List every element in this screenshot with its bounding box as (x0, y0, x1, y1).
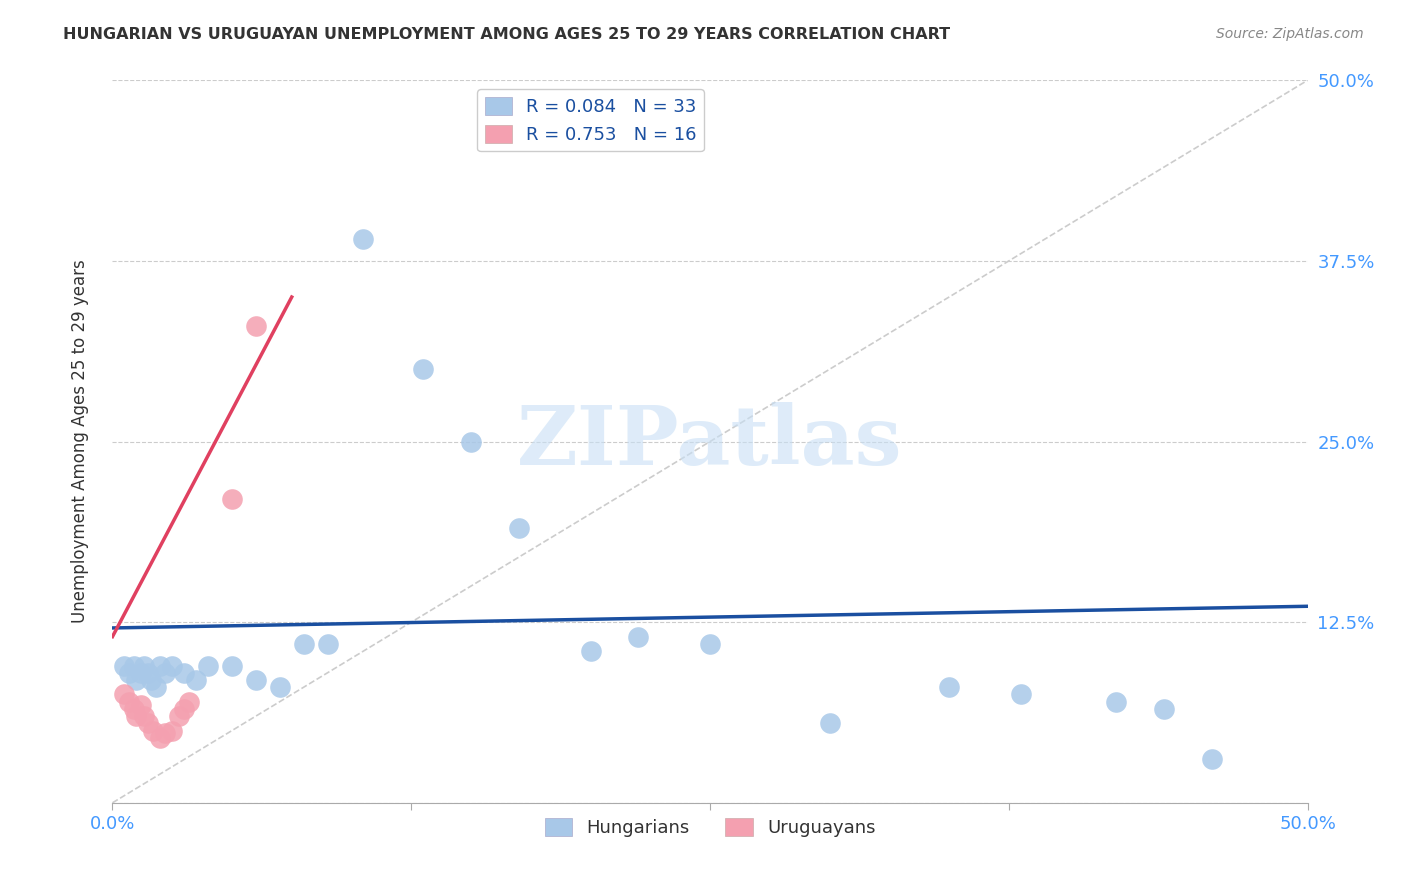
Point (162, 658, 183, 673)
Point (352, 232, 374, 246)
Point (1010, 687, 1032, 701)
Point (114, 687, 135, 701)
Point (122, 658, 145, 673)
Point (1153, 702, 1175, 716)
Point (125, 673, 148, 687)
Point (699, 637, 721, 651)
Point (145, 680, 167, 694)
Point (1201, 752, 1223, 766)
Point (153, 726, 176, 740)
Point (132, 709, 155, 723)
Point (138, 665, 160, 680)
Point (460, 434, 482, 449)
Point (118, 665, 141, 680)
Point (197, 658, 219, 673)
Point (221, 492, 243, 507)
Point (129, 698, 152, 712)
Point (173, 665, 195, 680)
Point (579, 644, 602, 658)
Point (153, 665, 176, 680)
Point (149, 658, 172, 673)
Point (177, 695, 200, 709)
Point (938, 680, 960, 694)
Point (122, 702, 145, 716)
Point (173, 702, 195, 716)
Point (118, 695, 141, 709)
Point (627, 630, 650, 644)
Text: ZIPatlas: ZIPatlas (517, 401, 903, 482)
Point (139, 673, 162, 687)
Point (186, 673, 208, 687)
Point (316, 637, 339, 651)
Point (125, 709, 148, 723)
Text: HUNGARIAN VS URUGUAYAN UNEMPLOYMENT AMONG AGES 25 TO 29 YEARS CORRELATION CHART: HUNGARIAN VS URUGUAYAN UNEMPLOYMENT AMON… (63, 27, 950, 42)
Point (245, 673, 267, 687)
Point (269, 680, 291, 694)
Point (142, 723, 165, 738)
Text: Source: ZipAtlas.com: Source: ZipAtlas.com (1216, 27, 1364, 41)
Point (149, 731, 172, 745)
Point (129, 665, 152, 680)
Point (169, 709, 191, 723)
Point (114, 658, 135, 673)
Legend: Hungarians, Uruguayans: Hungarians, Uruguayans (537, 811, 883, 845)
Point (132, 658, 155, 673)
Point (245, 318, 267, 333)
Point (508, 521, 530, 535)
Point (412, 362, 434, 376)
Point (292, 637, 315, 651)
Point (138, 716, 160, 731)
Point (818, 716, 841, 731)
Point (162, 723, 183, 738)
Y-axis label: Unemployment Among Ages 25 to 29 years: Unemployment Among Ages 25 to 29 years (70, 260, 89, 624)
Point (221, 658, 243, 673)
Point (1105, 695, 1128, 709)
